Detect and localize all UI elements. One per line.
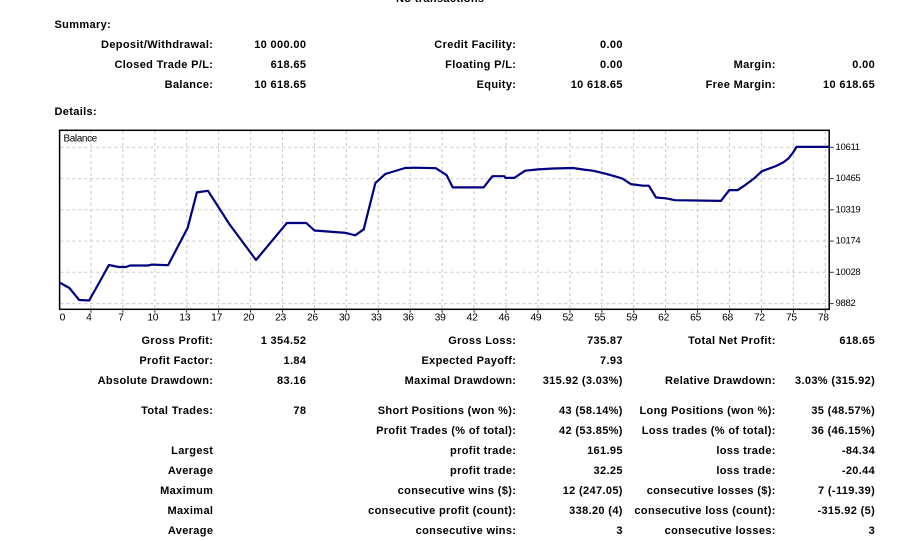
svg-text:59: 59: [626, 312, 637, 323]
svg-text:Balance: Balance: [64, 134, 98, 145]
svg-text:75: 75: [786, 312, 797, 323]
svg-text:7: 7: [118, 312, 124, 323]
svg-text:13: 13: [179, 312, 190, 323]
svg-text:42: 42: [467, 312, 478, 323]
svg-text:23: 23: [275, 312, 286, 323]
svg-text:10465: 10465: [836, 173, 861, 184]
svg-text:26: 26: [307, 312, 318, 323]
svg-text:55: 55: [594, 312, 605, 323]
svg-text:10: 10: [147, 312, 158, 323]
svg-text:20: 20: [243, 312, 254, 323]
svg-text:65: 65: [690, 312, 701, 323]
svg-text:62: 62: [658, 312, 669, 323]
svg-text:68: 68: [722, 312, 733, 323]
svg-text:36: 36: [403, 312, 414, 323]
svg-text:17: 17: [211, 312, 222, 323]
svg-text:72: 72: [754, 312, 765, 323]
svg-text:46: 46: [499, 312, 510, 323]
svg-text:49: 49: [530, 312, 541, 323]
svg-text:30: 30: [339, 312, 350, 323]
svg-text:9882: 9882: [836, 298, 856, 309]
svg-text:4: 4: [86, 312, 92, 323]
svg-text:39: 39: [435, 312, 446, 323]
svg-text:33: 33: [371, 312, 382, 323]
svg-text:10611: 10611: [836, 142, 860, 153]
svg-text:10174: 10174: [836, 236, 861, 247]
svg-text:52: 52: [562, 312, 573, 323]
svg-text:0: 0: [60, 312, 66, 323]
svg-text:10319: 10319: [836, 204, 861, 215]
svg-text:78: 78: [818, 312, 829, 323]
svg-text:10028: 10028: [836, 267, 861, 278]
